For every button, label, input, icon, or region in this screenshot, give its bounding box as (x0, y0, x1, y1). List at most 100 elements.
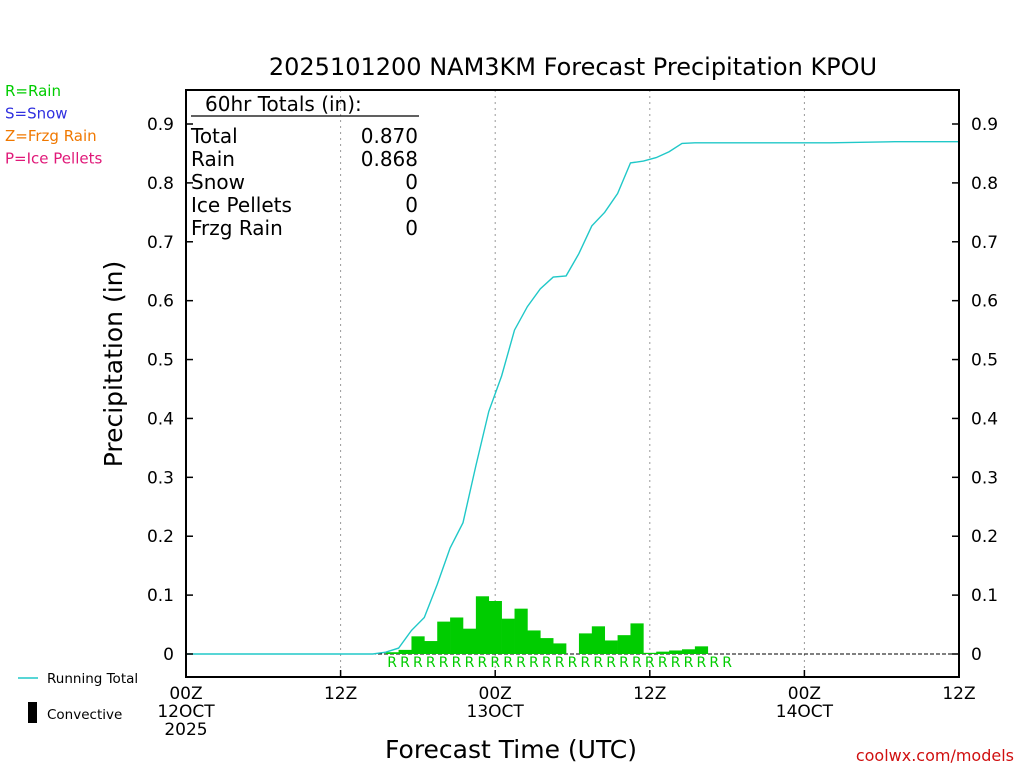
x-tick-label: 00Z (479, 684, 512, 704)
y-tick-label-left: 0.9 (147, 115, 174, 135)
precip-type-mark: R (477, 655, 487, 671)
y-tick-label-right: 0.7 (971, 233, 998, 253)
totals-box: 60hr Totals (in): Total 0.870 Rain 0.868 Sno… (190, 92, 419, 240)
y-tick-label-left: 0.5 (147, 351, 174, 371)
rain-bar (604, 640, 618, 654)
precip-type-mark: R (542, 655, 552, 671)
precip-type-mark: R (619, 655, 629, 671)
rain-bar (682, 649, 696, 654)
rain-bar (630, 623, 644, 654)
rain-bar (669, 650, 683, 654)
precip-type-mark: R (684, 655, 694, 671)
totals-rows: Total 0.870 Rain 0.868 Snow 0 Ice Pellets 0 Frzg… (190, 124, 418, 240)
precip-type-mark: R (503, 655, 513, 671)
precip-type-mark: R (516, 655, 526, 671)
legend-label: Convective (47, 707, 122, 723)
precip-type-mark: R (645, 655, 655, 671)
precip-type-mark: R (709, 655, 719, 671)
precip-type-mark: R (387, 655, 397, 671)
rain-bar (578, 633, 593, 654)
y-tick-label-left: 0.8 (147, 174, 174, 194)
rain-bar (462, 628, 477, 654)
rain-bar (527, 630, 541, 654)
chart-title: 2025101200 NAM3KM Forecast Precipitation… (269, 53, 877, 81)
precip-type-mark: R (722, 655, 732, 671)
rain-bar (591, 626, 606, 654)
precip-type-mark: R (490, 655, 500, 671)
totals-row-label: Snow (191, 170, 245, 194)
y-tick-label-right: 0 (971, 645, 982, 665)
rain-bar (643, 652, 657, 654)
precip-type-mark: R (568, 655, 578, 671)
y-axis-left: 0 0.1 0.2 0.3 0.4 0.5 0.6 0.7 0.8 0.9 (147, 115, 193, 665)
rain-bar (450, 617, 464, 654)
precip-type-mark: R (555, 655, 565, 671)
running-total-line (186, 140, 959, 655)
rain-bar (411, 636, 425, 654)
precip-type-mark: R (593, 655, 603, 671)
totals-row-value: 0.870 (361, 124, 418, 148)
rain-bar (385, 652, 399, 654)
y-tick-label-left: 0.3 (147, 468, 174, 488)
precip-type-mark: R (696, 655, 706, 671)
x-axis-label: Forecast Time (UTC) (385, 735, 637, 764)
rain-bar (501, 618, 515, 654)
y-tick-label-left: 0.4 (147, 409, 174, 429)
precip-type-mark: R (529, 655, 539, 671)
precip-type-mark: R (671, 655, 681, 671)
precip-type-legend-item: R=Rain (5, 82, 61, 100)
rain-bar (424, 641, 438, 654)
precip-type-mark: R (632, 655, 642, 671)
x-tick-label: 13OCT (467, 702, 525, 722)
y-tick-label-right: 0.5 (971, 351, 998, 371)
precip-type-mark: R (606, 655, 616, 671)
y-tick-label-right: 0.2 (971, 527, 998, 547)
y-tick-label-right: 0.1 (971, 586, 998, 606)
totals-row-value: 0.868 (361, 147, 418, 171)
x-tick-label: 12Z (324, 684, 357, 704)
rain-bar (437, 621, 451, 654)
plot-frame (185, 89, 960, 678)
precip-type-mark: R (581, 655, 591, 671)
totals-heading: 60hr Totals (in): (205, 92, 362, 116)
gridlines (340, 90, 805, 677)
totals-row-value: 0 (405, 216, 418, 240)
totals-row-label: Rain (191, 147, 235, 171)
y-tick-label-left: 0.6 (147, 292, 174, 312)
y-axis-right: 0 0.1 0.2 0.3 0.4 0.5 0.6 0.7 0.8 0.9 (952, 115, 998, 665)
rain-bar (553, 643, 567, 654)
precip-type-mark: R (439, 655, 449, 671)
precip-type-mark: R (465, 655, 475, 671)
rain-bar (540, 638, 554, 654)
y-tick-label-right: 0.3 (971, 468, 998, 488)
totals-row-label: Ice Pellets (191, 193, 292, 217)
precip-type-mark: R (658, 655, 668, 671)
y-tick-label-right: 0.9 (971, 115, 998, 135)
y-tick-label-left: 0 (163, 645, 174, 665)
legend-label: Running Total (47, 671, 138, 687)
precip-type-mark: R (452, 655, 462, 671)
precip-type-mark: R (400, 655, 410, 671)
rain-bar (617, 635, 631, 654)
precip-type-legend-item: Z=Frzg Rain (5, 127, 97, 145)
precip-type-legend: R=Rain S=Snow Z=Frzg Rain P=Ice Pellets (5, 82, 102, 168)
x-tick-label: 12OCT (157, 702, 215, 722)
x-tick-label: 12Z (633, 684, 666, 704)
rain-bar (475, 596, 490, 654)
rain-bar (488, 601, 502, 654)
precip-type-mark: R (426, 655, 436, 671)
y-tick-label-left: 0.1 (147, 586, 174, 606)
precip-type-legend-item: P=Ice Pellets (5, 150, 102, 168)
x-tick-label: 12Z (942, 684, 975, 704)
rain-bar (694, 646, 709, 654)
totals-row-value: 0 (405, 170, 418, 194)
y-tick-label-right: 0.4 (971, 409, 998, 429)
totals-row-value: 0 (405, 193, 418, 217)
totals-row-label: Frzg Rain (191, 216, 283, 240)
series-legend: Running Total Convective (18, 671, 138, 723)
precip-type-legend-item: S=Snow (5, 105, 68, 123)
x-tick-label: 14OCT (776, 702, 834, 722)
x-tick-label: 00Z (788, 684, 821, 704)
